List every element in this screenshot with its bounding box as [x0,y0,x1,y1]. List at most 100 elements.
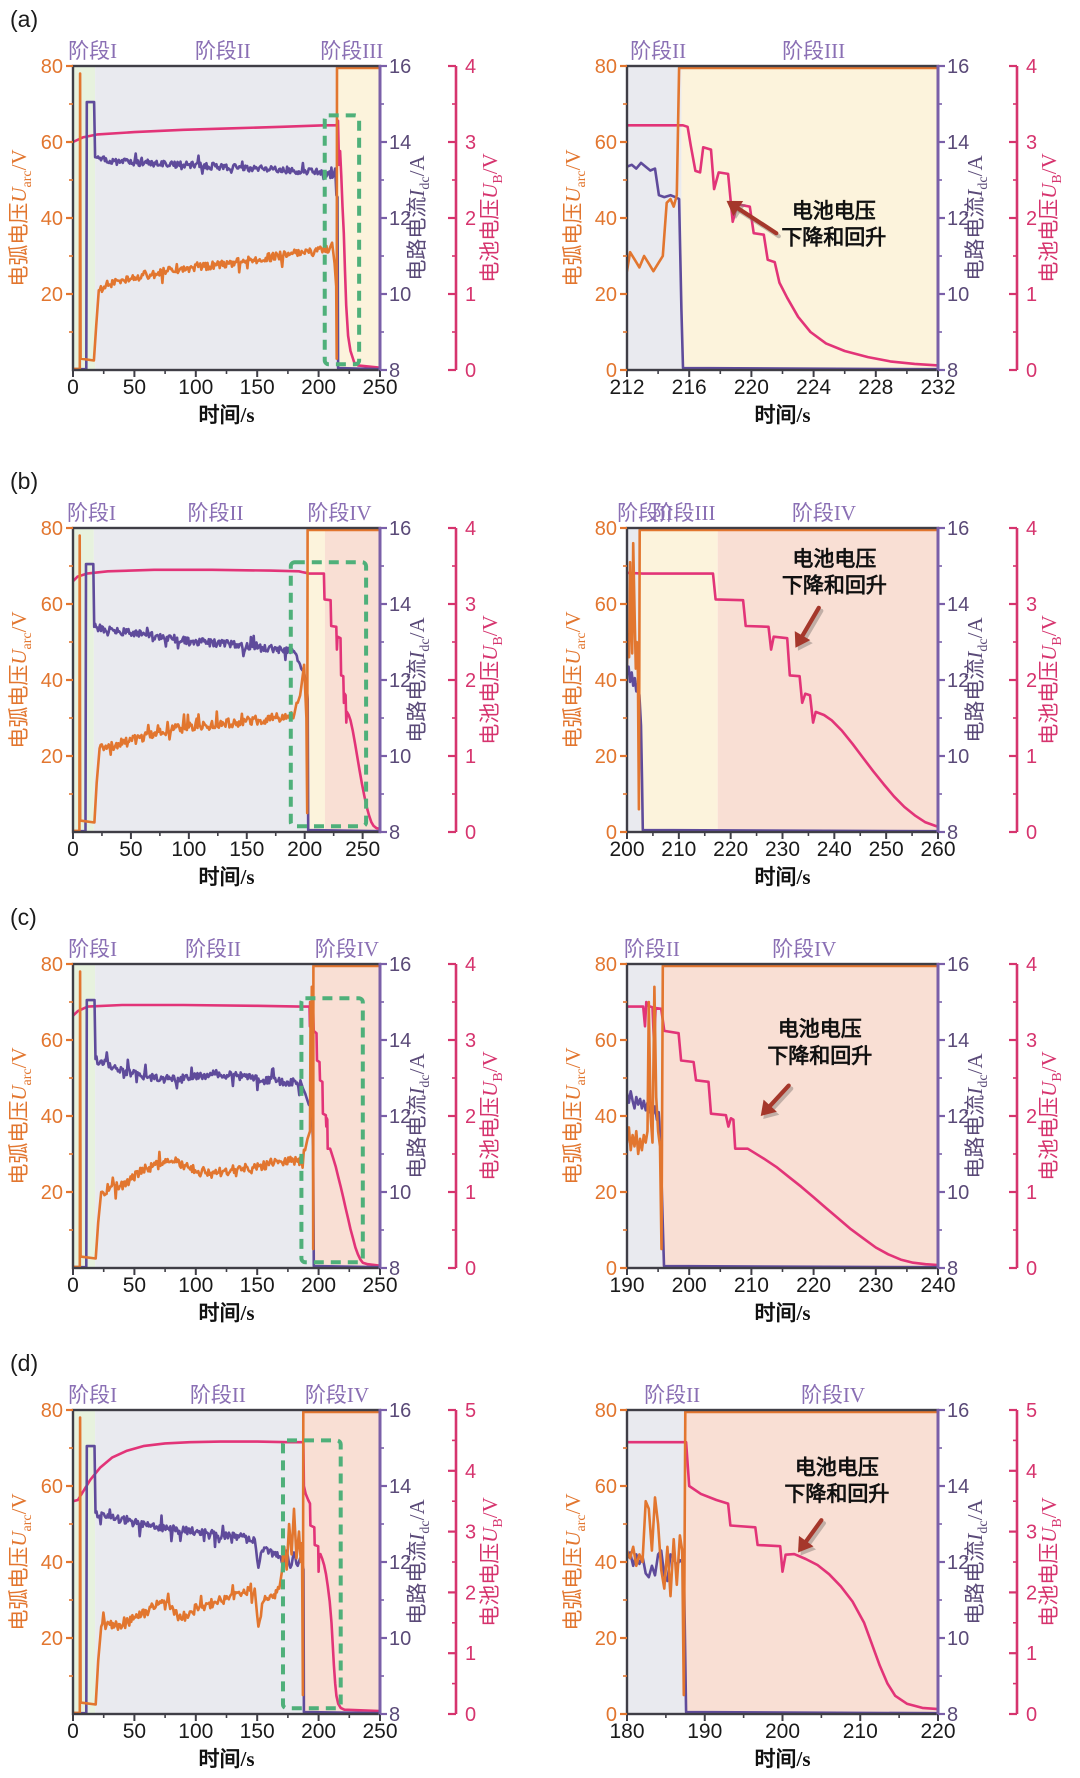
x-tick-label: 228 [858,376,893,399]
circuit-current-axis: 8 10 12 14 16 [380,518,411,844]
chart-panel-c-left: 0 50 100 150 200 250 时间/s 20 40 60 80 电弧电压Uarc/V 8 10… [0,898,540,1344]
stage-label: 阶段II [644,1383,700,1407]
series-group [627,528,938,832]
current-tick-label: 10 [947,1182,969,1204]
arc-voltage-axis: 0 20 40 60 80 [595,1400,627,1726]
current-tick-label: 8 [389,822,400,844]
series-group [627,66,938,370]
annotation-arrow-shaft [801,608,824,643]
x-axis-title: 时间/s [754,1301,810,1325]
battery-tick-label: 1 [1026,284,1037,306]
arc-tick-label: 20 [41,1628,63,1650]
annotation-line-2: 下降和回升 [782,574,887,598]
battery-tick-label: 5 [1026,1400,1037,1422]
x-axis-title: 时间/s [754,1747,810,1771]
arc-voltage-axis-title: 电弧电压Uarc/V [561,1047,589,1184]
annotation-line-1: 电池电压 [795,1456,879,1480]
current-tick-label: 10 [389,284,411,306]
battery-tick-label: 0 [465,822,476,844]
stage-labels: 阶段II 阶段III [630,39,845,63]
arc-tick-label: 60 [595,594,617,616]
battery-tick-label: 4 [465,1461,476,1483]
x-tick-label: 250 [869,838,904,861]
series-group [73,1410,380,1714]
arc-voltage-axis-title: 电弧电压Uarc/V [561,1493,589,1630]
background-regions [73,528,380,832]
arc-voltage-axis: 20 40 60 80 [41,1400,73,1677]
current-tick-label: 16 [389,954,411,976]
battery-tick-label: 3 [465,1522,476,1544]
circuit-current-axis: 8 10 12 14 16 [380,1400,411,1726]
arc-voltage-axis: 20 40 60 80 [41,518,73,795]
chart-panel-a-left: 0 50 100 150 200 250 时间/s 20 40 60 80 电弧电压Uarc/V 8 10… [0,0,540,462]
arc-tick-label: 80 [41,518,63,540]
x-axis-title: 时间/s [198,1301,254,1325]
annotation-line-1: 电池电压 [778,1017,862,1041]
x-axis: 0 50 100 150 200 250 时间/s [67,1714,398,1771]
arc-voltage-axis: 0 20 40 60 80 [595,954,627,1280]
battery-voltage-axis: 0 1 2 3 4 [448,518,476,844]
annotation-arrow-head [794,631,811,648]
stage-label: 阶段IV [315,937,379,961]
series-group [627,1410,938,1714]
series-circuit-current [73,998,380,1268]
battery-voltage-axis: 0 1 2 3 4 [448,56,476,382]
stage-labels: 阶段II 阶段IV [624,937,836,961]
annotation-line-2: 下降和回升 [767,1044,872,1068]
x-tick-label: 260 [920,838,955,861]
battery-tick-label: 1 [465,284,476,306]
current-tick-label: 10 [389,1182,411,1204]
x-tick-label: 232 [920,376,955,399]
series-group [627,964,938,1268]
x-tick-label: 220 [920,1720,955,1743]
chart-panel-a-right: 电池电压 下降和回升 212 216 220 224 228 232 时间/s 0 20 40 60 80… [540,0,1080,462]
circuit-current-axis: 8 10 12 14 16 [380,954,411,1280]
chart-b-left: 0 50 100 150 200 250时间/s20406080电弧电压Uarc/V810… [7,501,506,889]
current-tick-label: 10 [947,1628,969,1650]
battery-tick-label: 4 [465,56,476,78]
battery-voltage-axis-title: 电池电压UB/V [478,615,506,745]
battery-tick-label: 3 [1026,132,1037,154]
current-tick-label: 8 [947,360,958,382]
chart-d-left: 0 50 100 150 200 250时间/s20406080电弧电压Uarc/V810… [7,1383,506,1771]
stage-region-yellow [681,66,938,370]
current-tick-label: 14 [389,594,411,616]
circuit-current-axis-title: 电路电流Idc/A [405,1053,433,1179]
current-tick-label: 12 [389,670,411,692]
stage-label: 阶段I [67,501,116,525]
arc-tick-label: 40 [41,208,63,230]
battery-tick-label: 1 [1026,1643,1037,1665]
current-tick-label: 14 [389,1030,411,1052]
x-tick-label: 250 [362,1274,397,1297]
panel-letter-c: (c) [10,904,37,930]
stage-region-green [73,1410,96,1714]
series-group [73,964,380,1268]
arc-tick-label: 60 [595,132,617,154]
stage-label: 阶段IV [772,937,836,961]
background-regions [627,964,938,1268]
battery-tick-label: 4 [1026,1461,1037,1483]
annotation-arrow-shaft [805,1521,826,1548]
series-group [73,528,380,832]
annotation-arrow-head [798,1535,814,1553]
stage-label: 阶段II [624,937,680,961]
battery-tick-label: 3 [1026,1522,1037,1544]
x-tick-label: 100 [178,1720,213,1743]
battery-voltage-axis: 0 1 2 3 4 [1009,518,1037,844]
series-arc-voltage [73,1410,380,1714]
battery-voltage-axis: 0 1 2 3 4 5 [1009,1400,1037,1726]
arc-tick-label: 0 [606,360,617,382]
current-tick-label: 12 [947,208,969,230]
x-tick-label: 150 [240,1274,275,1297]
circuit-current-axis: 8 10 12 14 16 [380,56,411,382]
stage-label: 阶段IV [801,1383,865,1407]
arc-tick-label: 60 [41,1476,63,1498]
battery-voltage-axis-title: 电池电压UB/V [1037,1051,1065,1181]
current-tick-label: 10 [947,284,969,306]
arc-tick-label: 20 [595,1628,617,1650]
current-tick-label: 14 [947,1476,969,1498]
arc-tick-label: 40 [41,1552,63,1574]
highlight-box [299,996,365,1265]
panel-letter-b: (b) [10,468,39,494]
